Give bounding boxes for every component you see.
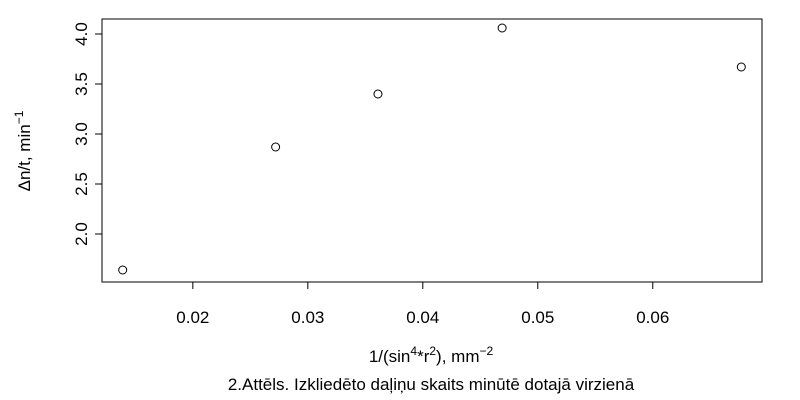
- x-axis-label: 1/(sin4*r2), mm−2: [369, 344, 494, 366]
- plot-frame: [101, 18, 763, 283]
- y-tick-label: 3.5: [72, 72, 91, 96]
- x-tick-label: 0.04: [406, 308, 439, 327]
- y-tick-label: 2.5: [72, 172, 91, 196]
- data-point: [373, 89, 383, 99]
- y-tick-label: 3.0: [72, 122, 91, 146]
- x-axis: 0.02 0.03 0.04 0.05 0.06: [176, 281, 669, 327]
- x-tick-label: 0.02: [176, 308, 209, 327]
- x-tick-label: 0.05: [521, 308, 554, 327]
- data-point: [497, 23, 507, 33]
- x-tick-label: 0.06: [636, 308, 669, 327]
- data-point: [118, 265, 128, 275]
- data-point: [271, 142, 281, 152]
- data-point: [736, 62, 746, 72]
- data-points: [118, 23, 746, 275]
- y-tick-label: 2.0: [72, 222, 91, 246]
- y-axis-label: Δn/t, min−1: [12, 110, 34, 191]
- y-tick-label: 4.0: [72, 22, 91, 46]
- x-tick-label: 0.03: [291, 308, 324, 327]
- figure-caption: 2.Attēls. Izkliedēto daļiņu skaits minūt…: [228, 375, 635, 394]
- y-axis: 2.0 2.5 3.0 3.5 4.0: [72, 22, 103, 246]
